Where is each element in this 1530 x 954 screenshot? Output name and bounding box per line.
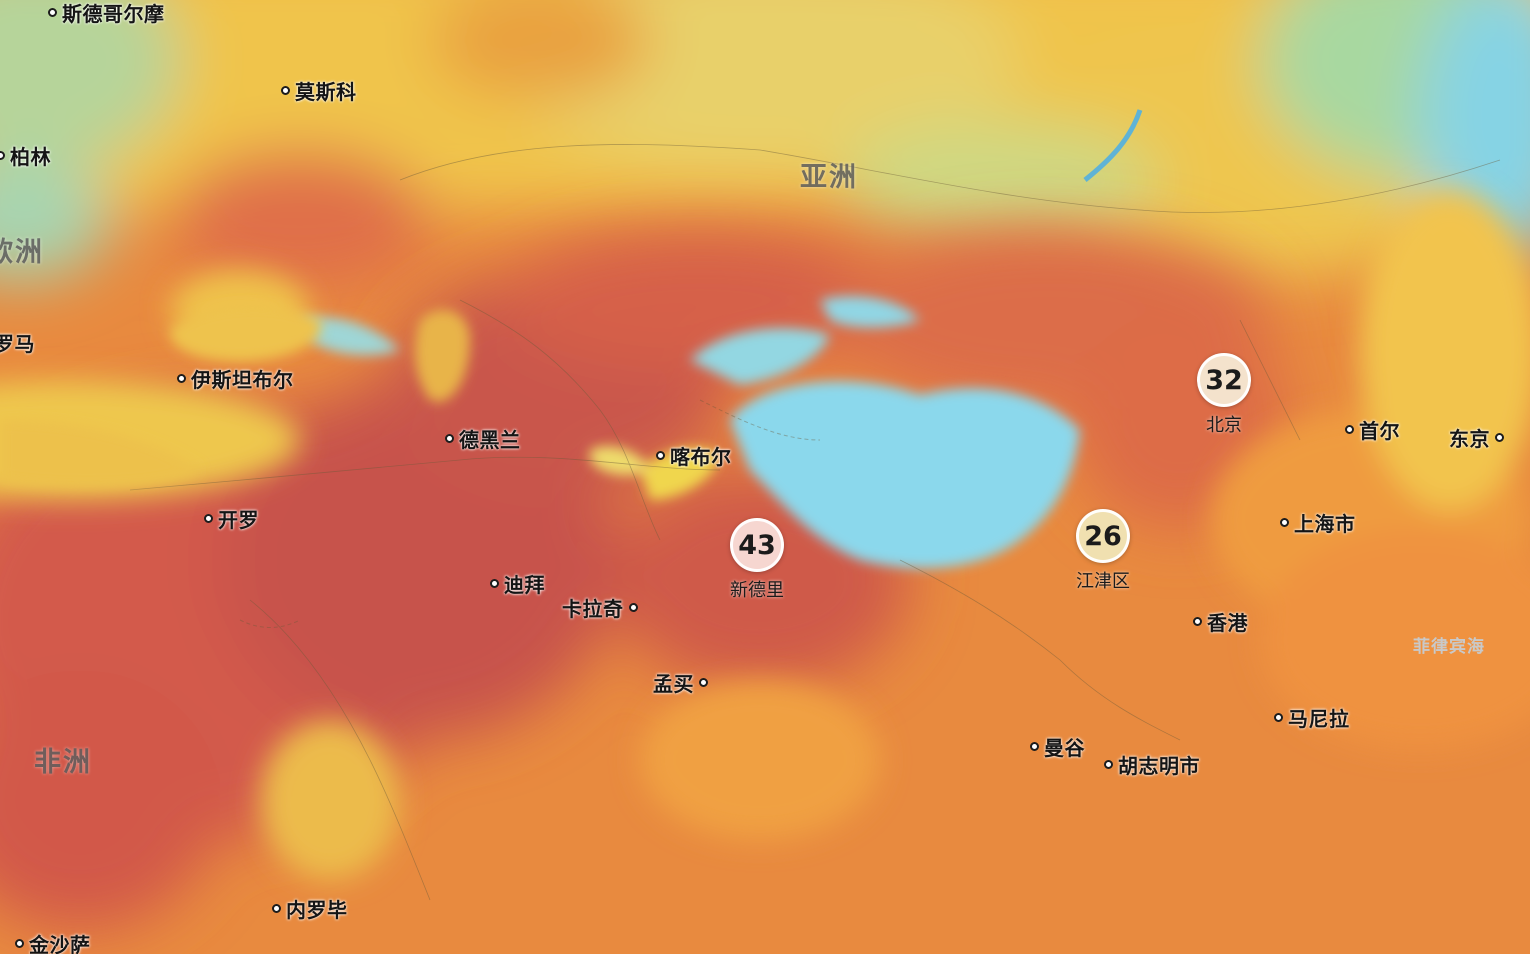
city-kabul[interactable]: 喀布尔 (656, 441, 732, 470)
temperature-marker-beijing[interactable]: 32 北京 (1196, 353, 1252, 437)
city-label: 德黑兰 (459, 428, 521, 452)
city-berlin[interactable]: 柏林 (0, 141, 51, 170)
city-rome[interactable]: 罗马 (0, 328, 49, 357)
city-dot-icon (1274, 713, 1283, 722)
city-label: 柏林 (10, 145, 51, 169)
city-label: 莫斯科 (295, 80, 357, 104)
city-dot-icon (48, 8, 57, 17)
city-dot-icon (1030, 742, 1039, 751)
city-dot-icon (204, 514, 213, 523)
city-bangkok[interactable]: 曼谷 (1030, 732, 1085, 761)
city-moscow[interactable]: 莫斯科 (281, 76, 357, 105)
temperature-value: 26 (1076, 509, 1130, 563)
city-label: 首尔 (1359, 419, 1400, 443)
temperature-marker-label: 江津区 (1076, 571, 1130, 592)
city-shanghai[interactable]: 上海市 (1280, 508, 1356, 537)
city-label: 卡拉奇 (562, 597, 624, 621)
city-label: 马尼拉 (1288, 707, 1350, 731)
city-dot-icon (1345, 425, 1354, 434)
city-label: 上海市 (1294, 512, 1356, 536)
city-manila[interactable]: 马尼拉 (1274, 703, 1350, 732)
region-label-africa: 非洲 (34, 747, 92, 778)
temperature-marker-new-delhi[interactable]: 43 新德里 (729, 518, 785, 602)
city-label: 曼谷 (1044, 736, 1085, 760)
city-label: 罗马 (0, 332, 35, 356)
city-label: 迪拜 (504, 573, 545, 597)
city-kinshasa[interactable]: 金沙萨 (15, 929, 91, 954)
city-dot-icon (1193, 617, 1202, 626)
city-dot-icon (656, 451, 665, 460)
city-label: 伊斯坦布尔 (191, 368, 294, 392)
city-label: 金沙萨 (29, 933, 91, 954)
city-stockholm[interactable]: 斯德哥尔摩 (48, 0, 165, 27)
city-label: 内罗毕 (286, 898, 348, 922)
city-dot-icon (0, 151, 5, 160)
city-karachi[interactable]: 卡拉奇 (562, 593, 638, 622)
city-dot-icon (1495, 433, 1504, 442)
city-dot-icon (1104, 760, 1113, 769)
city-dot-icon (15, 939, 24, 948)
city-dot-icon (699, 678, 708, 687)
city-label: 斯德哥尔摩 (62, 2, 165, 26)
temperature-marker-jiangjin[interactable]: 26 江津区 (1075, 509, 1131, 593)
city-seoul[interactable]: 首尔 (1345, 415, 1400, 444)
city-dot-icon (272, 904, 281, 913)
city-tokyo[interactable]: 东京 (1449, 423, 1504, 452)
sea-label-philippine: 菲律宾海 (1413, 637, 1485, 657)
city-cairo[interactable]: 开罗 (204, 504, 259, 533)
temperature-marker-label: 新德里 (730, 580, 784, 601)
city-tehran[interactable]: 德黑兰 (445, 424, 521, 453)
region-label-asia: 亚洲 (800, 162, 858, 193)
city-istanbul[interactable]: 伊斯坦布尔 (177, 364, 294, 393)
temperature-value: 43 (730, 518, 784, 572)
city-dot-icon (628, 603, 638, 612)
city-label: 东京 (1449, 427, 1490, 451)
city-mumbai[interactable]: 孟买 (653, 668, 708, 697)
city-label: 开罗 (218, 508, 259, 532)
city-label: 胡志明市 (1118, 754, 1200, 778)
region-label-europe: 欧洲 (0, 237, 44, 268)
city-ho-chi-minh[interactable]: 胡志明市 (1104, 750, 1200, 779)
city-dot-icon (1280, 518, 1289, 527)
temperature-marker-label: 北京 (1206, 415, 1242, 436)
city-label: 孟买 (653, 672, 694, 696)
temperature-value: 32 (1197, 353, 1251, 407)
city-nairobi[interactable]: 内罗毕 (272, 894, 348, 923)
city-dot-icon (490, 579, 499, 588)
city-hong-kong[interactable]: 香港 (1193, 607, 1248, 636)
city-dot-icon (281, 86, 290, 95)
city-dubai[interactable]: 迪拜 (490, 569, 545, 598)
city-label: 喀布尔 (670, 445, 732, 469)
city-dot-icon (177, 374, 186, 383)
city-dot-icon (445, 434, 454, 443)
city-label: 香港 (1207, 611, 1248, 635)
